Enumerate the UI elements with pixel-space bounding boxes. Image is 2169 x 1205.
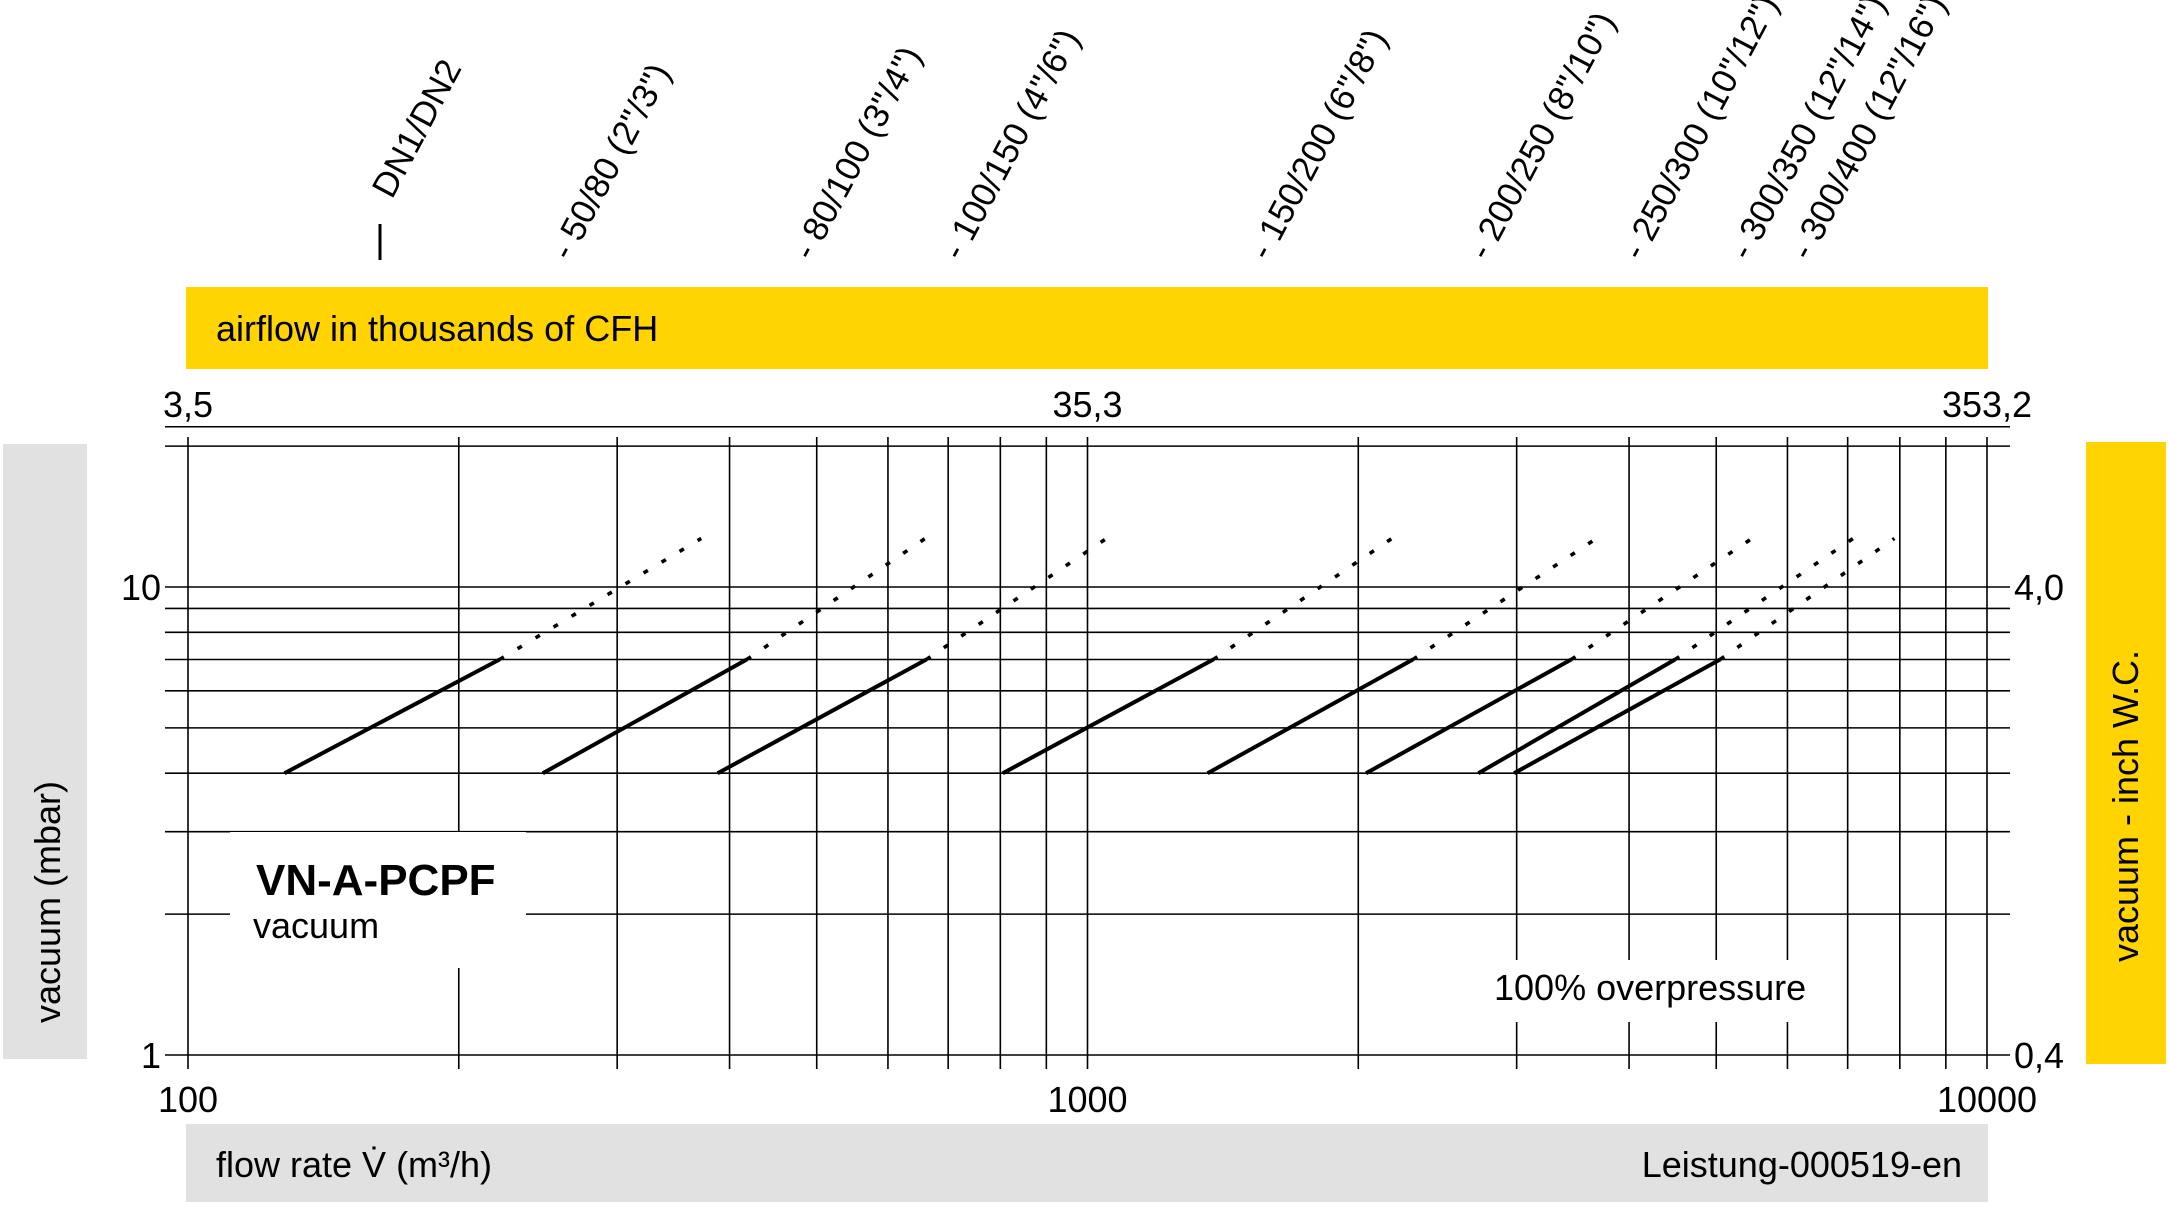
x-tick-label: 1000 [1047,1079,1127,1120]
chart-title: VN-A-PCPF [256,856,496,905]
series-label: - 100/150 (4"/6") [934,23,1088,266]
series-line-dotted [1719,536,1896,661]
chart-subtitle: vacuum [253,905,379,946]
dn-header-label: DN1/DN2 [365,53,470,204]
y-tick-label-left: 1 [141,1035,161,1076]
y-tick-label-left: 10 [121,567,161,608]
top-tick-label: 353,2 [1942,384,2032,425]
series-line-solid [1513,657,1722,775]
top-axis-band [186,287,1988,369]
title-box [230,832,526,968]
series-layer [283,536,1896,776]
series-line-dotted [745,536,927,661]
series-line-dotted [498,536,703,662]
top-tick-label: 35,3 [1052,384,1122,425]
series-line-solid [1365,657,1573,775]
series-line-solid [1477,657,1677,775]
series-line-solid [716,657,928,775]
top-axis-label: airflow in thousands of CFH [216,308,658,349]
y-tick-label-right: 0,4 [2014,1035,2064,1076]
left-axis-band [3,444,87,1059]
annotation-text: 100% overpressure [1494,967,1806,1008]
series-label: - 50/80 (2"/3") [543,57,679,266]
series-line-solid [1001,657,1215,775]
series-line-dotted [1570,536,1754,661]
series-line-dotted [1411,536,1598,661]
y-axis-label-left: vacuum (mbar) [27,781,68,1023]
series-line-dotted [1674,536,1855,661]
x-tick-label: 100 [158,1079,218,1120]
series-line-dotted [925,536,1108,661]
series-label: - 200/250 (8"/10") [1460,6,1623,266]
y-axis-label-right: vacuum - inch W.C. [2105,650,2146,962]
bottom-axis-band [186,1124,1988,1202]
series-line-dotted [1212,536,1393,661]
series-label: - 80/100 (3"/4") [785,40,930,266]
series-line-solid [283,657,501,776]
top-tick-label: 3,5 [163,384,213,425]
x-tick-label: 10000 [1937,1079,2037,1120]
series-line-solid [541,657,748,775]
y-tick-label-right: 4,0 [2014,567,2064,608]
series-label: - 150/200 (6"/8") [1241,23,1395,266]
annotation-box [1478,960,1838,1022]
right-axis-band [2086,442,2166,1064]
x-axis-label: flow rate V̇ (m³/h) [216,1144,492,1185]
series-line-solid [1206,657,1414,775]
footer-code: Leistung-000519-en [1642,1144,1962,1185]
